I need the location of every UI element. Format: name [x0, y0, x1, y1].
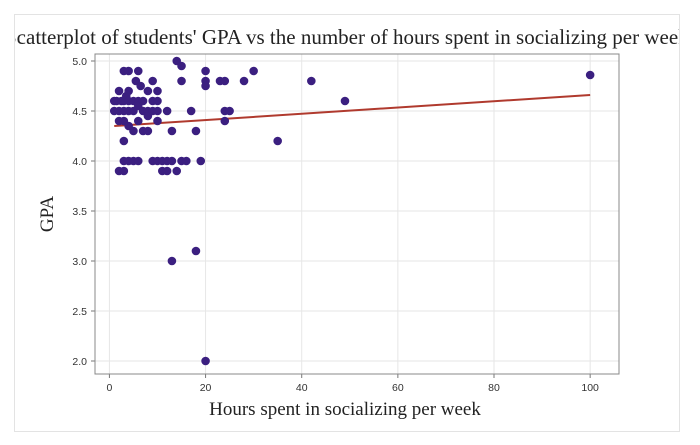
- data-point: [201, 81, 210, 91]
- x-tick-label: 40: [296, 382, 308, 394]
- data-point: [119, 136, 129, 146]
- data-point: [249, 66, 258, 76]
- y-tick-label: 2.5: [72, 306, 87, 318]
- x-tick-label: 0: [107, 382, 113, 394]
- data-point: [162, 166, 172, 176]
- data-point: [273, 136, 282, 146]
- data-point: [153, 106, 162, 116]
- data-point: [124, 86, 133, 96]
- trend-line: [114, 94, 591, 127]
- data-point: [129, 126, 138, 136]
- y-tick-label: 3.0: [72, 256, 87, 268]
- data-point: [153, 96, 162, 106]
- plot-border: [94, 53, 620, 375]
- scatter-plot: 2.0 2.5 3.0 3.5 4.0 4.5 5.0 0 20 40 60 80 100 Hours s…: [37, 53, 620, 420]
- plot-area: [95, 54, 619, 374]
- data-point: [114, 86, 124, 96]
- y-tick-label: 5.0: [72, 56, 87, 68]
- x-tick-label: 60: [392, 382, 404, 394]
- data-point: [124, 66, 133, 76]
- data-point: [585, 70, 595, 80]
- data-point: [191, 246, 201, 256]
- data-point: [220, 76, 230, 86]
- data-point: [220, 116, 230, 126]
- data-point: [138, 96, 148, 106]
- x-tick-label: 80: [488, 382, 500, 394]
- data-point: [167, 126, 177, 136]
- data-point: [172, 166, 182, 176]
- x-tick-label: 100: [581, 382, 599, 394]
- data-point: [307, 76, 316, 86]
- data-point: [143, 86, 153, 96]
- y-tick-label: 4.0: [72, 156, 87, 168]
- data-point: [162, 106, 172, 116]
- data-point: [239, 76, 249, 86]
- data-point: [177, 61, 186, 71]
- data-point: [153, 116, 162, 126]
- data-point: [225, 106, 234, 116]
- y-tick-label: 3.5: [72, 206, 87, 218]
- data-point: [143, 126, 153, 136]
- data-point: [133, 156, 143, 166]
- data-point: [167, 256, 177, 266]
- chart-frame: Scatterplot of students' GPA vs the numb…: [14, 14, 680, 432]
- x-tick-label: 20: [200, 382, 212, 394]
- data-point: [153, 86, 162, 96]
- y-axis-label: GPA: [37, 196, 58, 233]
- data-point: [136, 81, 145, 91]
- x-axis-label: Hours spent in socializing per week: [209, 399, 481, 420]
- data-point: [133, 66, 143, 76]
- data-point: [186, 106, 196, 116]
- data-point: [133, 116, 143, 126]
- data-point: [196, 156, 206, 166]
- data-point: [182, 156, 191, 166]
- data-point: [340, 96, 350, 106]
- data-point: [201, 356, 210, 366]
- data-point: [177, 76, 186, 86]
- chart-title: Scatterplot of students' GPA vs the numb…: [14, 25, 680, 49]
- data-point: [119, 166, 129, 176]
- data-point: [167, 156, 177, 166]
- y-tick-label: 4.5: [72, 106, 87, 118]
- data-point: [148, 76, 157, 86]
- data-point: [201, 66, 210, 76]
- data-point: [191, 126, 201, 136]
- y-tick-label: 2.0: [72, 356, 87, 368]
